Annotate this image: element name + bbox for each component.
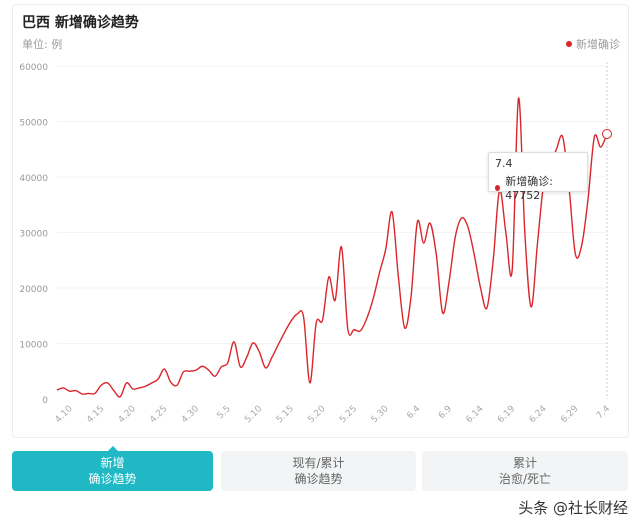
x-tick-label: 6.19 <box>496 404 517 425</box>
x-tick-label: 4.30 <box>180 404 201 425</box>
line-chart[interactable]: 0 10000 20000 30000 40000 50000 60000 4.10 4.15 4… <box>0 0 640 440</box>
tab-line1: 累计 <box>512 456 537 470</box>
y-tick-label: 30000 <box>19 230 48 240</box>
x-tick-label: 6.24 <box>528 404 549 425</box>
tab-line1: 现有/累计 <box>292 456 345 470</box>
x-tick-label: 4.20 <box>117 404 138 425</box>
tab-cumulative-recovered-deaths[interactable]: 累计 治愈/死亡 <box>422 451 628 491</box>
x-tick-label: 6.9 <box>437 404 454 421</box>
chart-card <box>12 4 629 438</box>
y-tick-label: 40000 <box>19 174 48 184</box>
highlighted-point <box>602 128 612 139</box>
x-tick-label: 6.14 <box>464 404 485 425</box>
y-tick-label: 50000 <box>19 119 48 129</box>
tab-line2: 治愈/死亡 <box>498 472 552 486</box>
x-tick-label: 5.25 <box>338 404 359 425</box>
tab-new-confirmed-trend[interactable]: 新增 确诊趋势 <box>12 451 213 491</box>
x-tick-label: 4.25 <box>148 404 169 425</box>
legend[interactable]: 新增确诊 <box>566 36 620 52</box>
y-tick-label: 20000 <box>19 285 48 295</box>
x-tick-label: 5.30 <box>370 404 391 425</box>
x-tick-label: 5.20 <box>306 404 327 425</box>
legend-dot-icon <box>566 41 572 47</box>
x-tick-label: 6.29 <box>559 404 580 425</box>
tab-line2: 确诊趋势 <box>88 472 137 486</box>
y-tick-label: 10000 <box>19 341 48 351</box>
watermark: 头条 @社长财经 <box>518 499 628 517</box>
x-tick-label: 6.4 <box>405 404 422 421</box>
x-tick-label: 7.4 <box>595 404 612 421</box>
y-tick-label: 60000 <box>19 63 48 73</box>
series-line <box>56 97 608 398</box>
unit-label: 单位: 例 <box>22 38 63 51</box>
x-tick-label: 5.10 <box>243 404 264 425</box>
tab-line2: 确诊趋势 <box>294 472 343 486</box>
x-tick-label: 4.10 <box>54 404 75 425</box>
tab-line1: 新增 <box>100 456 125 470</box>
chart-title: 巴西 新增确诊趋势 <box>22 15 139 31</box>
tooltip-date: 7.4 <box>495 157 513 170</box>
y-tick-label: 0 <box>42 396 48 406</box>
active-tab-pointer-icon <box>108 446 118 451</box>
tab-current-cumulative-trend[interactable]: 现有/累计 确诊趋势 <box>221 451 416 491</box>
x-tick-label: 5.15 <box>275 404 296 425</box>
tooltip-value: 新增确诊: 47752 <box>505 175 553 202</box>
x-tick-label: 5.5 <box>216 404 233 421</box>
x-tick-label: 4.15 <box>85 404 106 425</box>
legend-label: 新增确诊 <box>576 38 620 51</box>
tooltip-dot-icon <box>495 184 501 191</box>
tooltip: 7.4 新增确诊: 47752 <box>488 152 588 202</box>
